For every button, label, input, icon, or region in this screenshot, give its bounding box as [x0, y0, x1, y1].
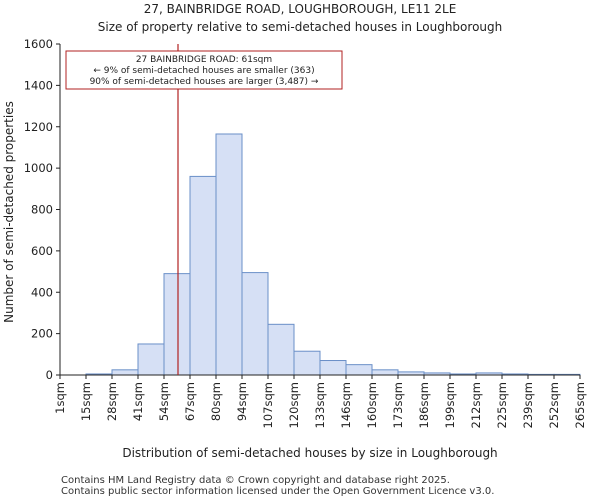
y-tick-label: 400	[31, 285, 53, 299]
annotation-title: 27 BAINBRIDGE ROAD: 61sqm	[136, 55, 272, 65]
bar	[189, 175, 217, 376]
y-axis-label: Number of semi-detached properties	[2, 101, 16, 323]
x-tick-label: 252sqm	[547, 382, 561, 428]
bar	[241, 272, 269, 376]
x-tick-label: 15sqm	[79, 382, 93, 421]
x-tick-label: 199sqm	[443, 382, 457, 428]
y-tick-label: 1400	[24, 78, 53, 92]
x-tick-label: 94sqm	[235, 382, 249, 421]
y-tick-label: 1000	[24, 161, 53, 175]
footer-line2: Contains public sector information licen…	[61, 486, 494, 497]
x-axis-label: Distribution of semi-detached houses by …	[122, 446, 497, 460]
x-tick-label: 41sqm	[131, 382, 145, 421]
annotation-line: 90% of semi-detached houses are larger (…	[90, 77, 319, 87]
bar	[163, 273, 191, 376]
x-tick-label: 133sqm	[313, 382, 327, 428]
bar	[215, 133, 243, 376]
x-tick-label: 160sqm	[365, 382, 379, 428]
chart-title-line2: Size of property relative to semi-detach…	[98, 20, 502, 34]
y-tick-label: 1200	[24, 120, 53, 134]
y-tick-label: 0	[46, 368, 53, 382]
x-tick-label: 28sqm	[105, 382, 119, 421]
x-tick-label: 1sqm	[53, 382, 67, 414]
bar	[371, 369, 399, 376]
x-tick-label: 186sqm	[417, 382, 431, 428]
x-tick-label: 239sqm	[521, 382, 535, 428]
annotation-line: ← 9% of semi-detached houses are smaller…	[93, 66, 314, 76]
plot-area: 0 200 400 600 800 1000 1200 1400 1600 1sqm 15sqm 28…	[24, 37, 587, 428]
bar	[111, 369, 139, 376]
x-tick-label: 120sqm	[287, 382, 301, 428]
x-tick-label: 173sqm	[391, 382, 405, 428]
x-tick-label: 54sqm	[157, 382, 171, 421]
bar	[137, 343, 165, 376]
annotation-box	[65, 50, 343, 90]
bar	[345, 364, 373, 376]
y-tick-label: 200	[31, 327, 53, 341]
y-tick-label: 600	[31, 244, 53, 258]
bar	[267, 323, 295, 376]
x-tick-label: 80sqm	[209, 382, 223, 421]
x-tick-label: 67sqm	[183, 382, 197, 421]
bar	[319, 360, 347, 376]
x-tick-label: 225sqm	[495, 382, 509, 428]
x-tick-label: 146sqm	[339, 382, 353, 428]
footer-line1: Contains HM Land Registry data © Crown c…	[61, 475, 450, 486]
x-tick-label: 107sqm	[261, 382, 275, 428]
x-tick-label: 265sqm	[573, 382, 587, 428]
bar	[293, 350, 321, 376]
y-tick-label: 800	[31, 203, 53, 217]
y-tick-label: 1600	[24, 37, 53, 51]
chart-title-line1: 27, BAINBRIDGE ROAD, LOUGHBOROUGH, LE11 …	[144, 2, 457, 16]
x-tick-label: 212sqm	[469, 382, 483, 428]
